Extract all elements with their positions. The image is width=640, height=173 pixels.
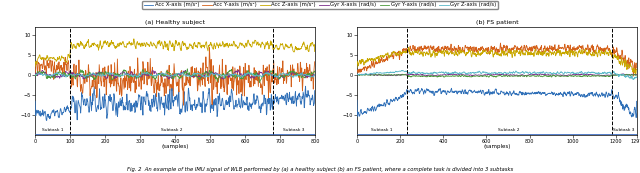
Text: Subtask 1: Subtask 1 [42, 128, 63, 132]
X-axis label: (samples): (samples) [161, 144, 189, 149]
Legend: Acc X-axis (m/s²), Acc Y-axis (m/s²), Acc Z-axis (m/s²), Gyr X-axis (rad/s), Gyr: Acc X-axis (m/s²), Acc Y-axis (m/s²), Ac… [142, 1, 498, 9]
Text: Subtask 3: Subtask 3 [284, 128, 305, 132]
Text: Fig. 2  An example of the IMU signal of WLB performed by (a) a healthy subject (: Fig. 2 An example of the IMU signal of W… [127, 167, 513, 172]
Text: Subtask 2: Subtask 2 [161, 128, 182, 132]
X-axis label: (samples): (samples) [483, 144, 511, 149]
Title: (a) Healthy subject: (a) Healthy subject [145, 20, 205, 25]
Text: Subtask 3: Subtask 3 [613, 128, 635, 132]
Text: Subtask 2: Subtask 2 [499, 128, 520, 132]
Text: Subtask 1: Subtask 1 [371, 128, 392, 132]
Title: (b) FS patient: (b) FS patient [476, 20, 518, 25]
